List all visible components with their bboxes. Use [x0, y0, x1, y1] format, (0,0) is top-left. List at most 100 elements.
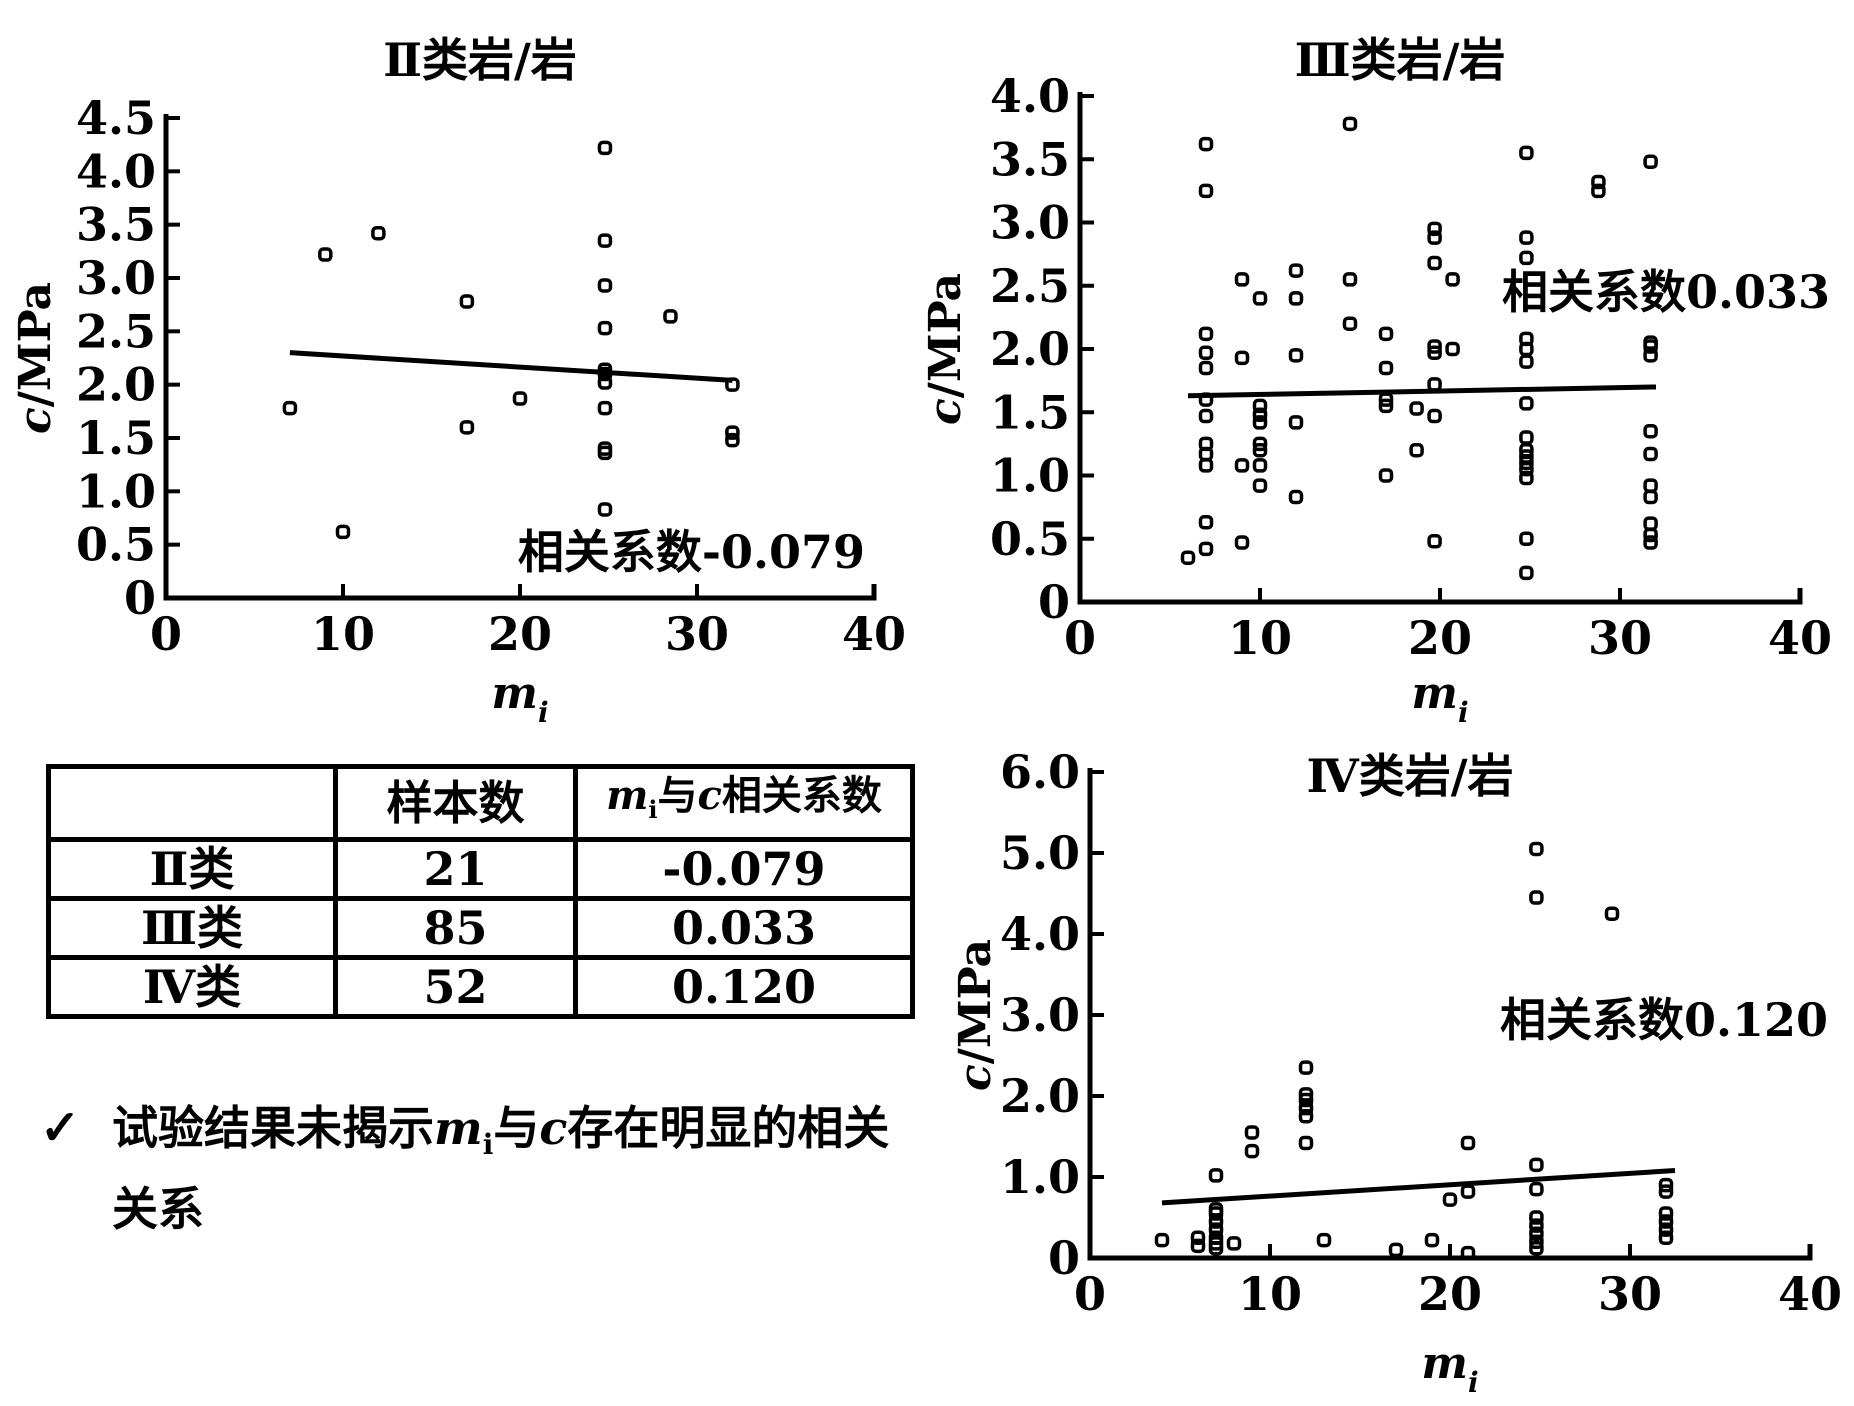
data-point	[1519, 250, 1534, 266]
data-point	[1427, 255, 1442, 271]
y-axis-label: c/MPa	[950, 939, 1001, 1091]
data-point	[1298, 1109, 1314, 1124]
x-axis-label-sub: i	[538, 696, 549, 729]
data-point	[1378, 360, 1394, 376]
data-point	[1198, 326, 1214, 342]
data-point	[1288, 348, 1304, 363]
data-point	[1252, 478, 1268, 493]
data-point	[1658, 1230, 1674, 1245]
correlation-annotation: 相关系数0.120	[1500, 993, 1828, 1047]
data-point	[1190, 1230, 1206, 1245]
data-point	[1198, 360, 1214, 376]
table-row-count: 85	[333, 896, 578, 960]
y-tick-label: 2.0	[76, 358, 156, 412]
y-tick-label: 3.0	[1000, 988, 1080, 1042]
data-point	[663, 309, 678, 324]
x-axis-label: mi	[491, 668, 548, 729]
data-point	[1643, 535, 1658, 550]
summary-table: 样本数 mi与c相关系数 Ⅱ类 21 -0.079 Ⅲ类 85 0.033 Ⅳ类…	[46, 764, 915, 1019]
data-point	[1234, 350, 1250, 366]
data-point	[1460, 1245, 1476, 1261]
x-axis-label-main: m	[1411, 668, 1458, 719]
y-tick-label: 5.0	[1000, 826, 1080, 880]
data-point	[335, 524, 351, 540]
x-axis-label-sub: i	[1468, 1366, 1479, 1399]
y-axis-label: c/MPa	[920, 273, 971, 425]
data-point	[1252, 458, 1268, 473]
correlation-annotation: 相关系数-0.079	[518, 525, 865, 579]
data-point	[1342, 316, 1358, 331]
data-point	[1378, 326, 1394, 342]
y-tick-label: 1.0	[76, 464, 156, 518]
data-point	[597, 502, 613, 517]
data-point	[1198, 408, 1214, 424]
x-tick-label: 20	[1408, 611, 1472, 665]
x-axis-label: mi	[1421, 1338, 1478, 1399]
data-point	[1154, 1232, 1170, 1248]
x-tick-label: 10	[1238, 1267, 1302, 1321]
y-tick-label: 4.0	[990, 69, 1070, 123]
data-point	[1342, 116, 1358, 132]
data-point	[1658, 1184, 1674, 1199]
data-point	[1427, 408, 1442, 424]
y-tick-label: 3.5	[76, 198, 156, 252]
data-point	[1529, 1210, 1544, 1225]
y-tick-label: 3.0	[76, 251, 156, 305]
x-tick-label: 10	[311, 607, 375, 661]
data-point	[597, 366, 613, 382]
data-point	[1427, 345, 1442, 361]
data-point	[1519, 470, 1534, 486]
y-tick-label: 2.5	[76, 304, 156, 358]
x-axis-label-main: m	[491, 668, 538, 719]
y-tick-label: 1.0	[1000, 1150, 1080, 1204]
data-point	[1298, 1060, 1314, 1075]
note-part1: 试验结果未揭示	[112, 1101, 434, 1155]
data-point	[1288, 263, 1304, 278]
table-header-yu: 与	[657, 772, 698, 819]
x-tick-label: 30	[1588, 611, 1652, 665]
data-point	[1519, 461, 1534, 477]
table-row-corr: 0.033	[573, 896, 915, 960]
table-row: Ⅱ类 21 -0.079	[46, 837, 915, 901]
y-tick-label: 0.5	[76, 518, 156, 572]
chart-title: Ⅱ类岩/岩	[383, 33, 577, 87]
data-point	[1643, 154, 1658, 170]
y-tick-label: 1.5	[76, 411, 156, 465]
data-point	[1529, 890, 1544, 905]
data-point	[459, 294, 475, 309]
data-point	[1298, 1135, 1314, 1151]
x-tick-label: 20	[488, 607, 552, 661]
data-point	[1198, 392, 1214, 407]
data-point	[1529, 1234, 1544, 1250]
y-tick-label: 2.5	[990, 259, 1070, 313]
data-point	[597, 375, 613, 390]
data-point	[1643, 423, 1658, 439]
data-point	[1252, 398, 1268, 414]
data-point	[1198, 458, 1214, 473]
data-point	[1244, 1143, 1260, 1159]
y-tick-label: 2.0	[990, 322, 1070, 376]
data-point	[1658, 1206, 1674, 1221]
data-point	[1519, 396, 1534, 411]
data-point	[1288, 415, 1304, 430]
data-point	[1519, 455, 1534, 471]
data-point	[1460, 1135, 1476, 1151]
y-tick-label: 4.0	[76, 144, 156, 198]
data-point	[1288, 489, 1304, 505]
y-tick-label: 0	[124, 571, 156, 625]
table-row-label: Ⅱ类	[46, 837, 338, 901]
x-tick-label: 30	[665, 607, 729, 661]
correlation-annotation: 相关系数0.033	[1502, 265, 1830, 319]
y-axis-label-c: c	[10, 407, 61, 434]
data-point	[1427, 534, 1442, 549]
y-tick-label: 3.5	[990, 132, 1070, 186]
checkmark-icon: ✓	[40, 1100, 81, 1156]
data-point	[1378, 468, 1394, 483]
data-point	[1658, 1177, 1674, 1193]
y-tick-label: 0	[1048, 1231, 1080, 1285]
table-header-correlation: mi与c相关系数	[573, 764, 915, 842]
data-point	[1198, 183, 1214, 199]
